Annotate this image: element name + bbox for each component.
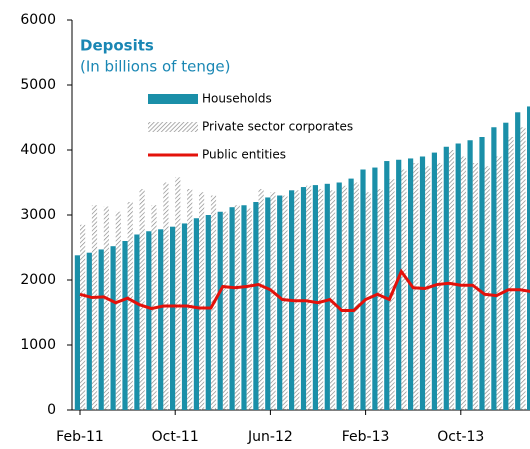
bar <box>139 189 145 410</box>
bar <box>527 106 530 410</box>
bar <box>134 234 140 410</box>
bar <box>146 231 152 410</box>
bar <box>377 189 383 410</box>
bar <box>122 241 128 410</box>
bar <box>496 156 502 410</box>
y-tick-label: 0 <box>47 402 56 418</box>
legend-label: Private sector corporates <box>202 120 353 134</box>
legend-label: Households <box>202 92 272 106</box>
bar <box>336 182 342 410</box>
bar <box>163 182 169 410</box>
bar <box>401 169 407 410</box>
bar <box>419 156 426 410</box>
bar <box>353 182 359 410</box>
bar <box>318 189 324 410</box>
y-tick-label: 5000 <box>20 77 56 93</box>
bar <box>431 152 437 410</box>
bar <box>372 167 378 410</box>
bar <box>258 189 264 410</box>
line <box>79 268 530 313</box>
bar <box>443 146 449 410</box>
x-tick-label: Feb-11 <box>56 429 104 445</box>
bar <box>110 246 116 410</box>
bar <box>448 150 455 410</box>
x-tick-label: Jun-12 <box>247 429 293 445</box>
bar <box>98 249 104 410</box>
bar <box>270 192 276 410</box>
bar <box>181 223 188 410</box>
bar <box>158 229 164 410</box>
bar <box>306 185 312 410</box>
bar <box>312 185 318 410</box>
x-tick-label: Feb-13 <box>342 429 390 445</box>
bar <box>348 178 354 410</box>
y-tick-label: 3000 <box>20 207 56 223</box>
bar <box>365 192 371 410</box>
x-tick-label: Oct-13 <box>437 429 484 445</box>
bar <box>484 166 490 410</box>
bar <box>324 183 330 410</box>
bar <box>437 163 443 410</box>
legend-swatch <box>148 94 198 104</box>
bar <box>199 192 205 410</box>
bar <box>246 208 252 410</box>
bar <box>265 197 271 410</box>
bar <box>234 205 240 410</box>
chart-title: Deposits <box>80 37 154 55</box>
bar <box>460 156 466 410</box>
y-tick-label: 6000 <box>20 12 56 28</box>
bar <box>467 140 473 410</box>
bar <box>360 169 366 410</box>
bar <box>300 187 307 410</box>
bar <box>515 112 521 411</box>
chart-subtitle: (In billions of tenge) <box>80 58 230 76</box>
bar <box>103 206 109 410</box>
legend-swatch <box>148 122 198 132</box>
x-tick-label: Oct-11 <box>152 429 199 445</box>
bar <box>222 211 228 410</box>
bar <box>503 122 509 410</box>
y-tick-label: 4000 <box>20 142 56 158</box>
bar <box>86 252 92 410</box>
bar <box>282 195 288 410</box>
bar <box>277 195 283 410</box>
bar <box>341 185 347 410</box>
bar <box>187 189 193 410</box>
y-tick-label: 1000 <box>20 337 56 353</box>
plot-area <box>67 19 530 415</box>
bar <box>170 226 176 410</box>
bar <box>241 205 247 410</box>
bar <box>74 255 80 410</box>
bar <box>193 218 199 410</box>
bar <box>396 159 402 410</box>
bar <box>508 137 514 410</box>
bar <box>217 211 223 410</box>
bar <box>175 177 181 410</box>
bar <box>455 143 461 410</box>
y-tick-label: 2000 <box>20 272 56 288</box>
bar <box>520 127 526 410</box>
bar <box>491 127 497 410</box>
bar <box>205 215 211 410</box>
bar <box>115 211 121 410</box>
bar <box>479 137 485 410</box>
bar <box>384 161 390 410</box>
legend-label: Public entities <box>202 148 286 162</box>
bar <box>229 207 235 410</box>
bar <box>91 205 98 410</box>
bar <box>253 202 259 410</box>
bar <box>80 224 86 410</box>
bar <box>127 202 133 410</box>
